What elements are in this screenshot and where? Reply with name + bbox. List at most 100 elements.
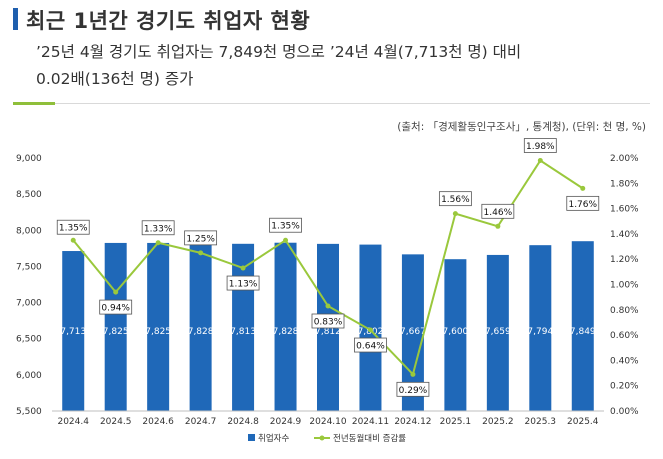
rate-point (198, 250, 204, 256)
bar-value-label: 7,825 (103, 327, 129, 337)
rate-point (410, 371, 416, 377)
bar-value-label: 7,813 (230, 327, 256, 337)
rate-label-box (438, 191, 472, 207)
bar-2024.4 (62, 251, 85, 411)
bar-2024.9 (274, 242, 297, 411)
rate-value-label: 1.98% (526, 142, 555, 152)
bar-2025.1 (444, 259, 467, 411)
page-subtitle: ’25년 4월 경기도 취업자는 7,849천 명으로 ’24년 4월(7,71… (36, 39, 636, 93)
bar-2024.6 (147, 242, 170, 411)
legend-line-label: 전년동월대비 증감률 (333, 433, 406, 444)
bar-value-label: 7,659 (485, 327, 511, 337)
bar-value-label: 7,825 (145, 327, 171, 337)
bar-2024.12 (401, 254, 424, 411)
x-tick-label: 2024.7 (185, 417, 217, 427)
rate-value-label: 1.76% (568, 200, 597, 210)
subtitle-line-2: 0.02배(136천 명) 증가 (36, 70, 194, 88)
rate-label-box (566, 195, 600, 211)
bar-value-label: 7,812 (315, 327, 341, 337)
rate-label-box (56, 219, 90, 235)
x-tick-label: 2024.10 (309, 417, 346, 427)
y2-tick-label: 1.80% (610, 179, 639, 189)
source-note: (출처: 「경제활동인구조사」, 통계청), (단위: 천 명, %) (397, 121, 646, 133)
rate-label-box (481, 203, 515, 219)
y-tick-label: 8,000 (16, 226, 42, 236)
y-tick-label: 5,500 (16, 407, 42, 417)
y-tick-label: 6,000 (16, 371, 42, 381)
y-tick-label: 8,500 (16, 190, 42, 200)
x-tick-label: 2024.12 (394, 417, 431, 427)
bar-value-label: 7,667 (400, 327, 426, 337)
y2-tick-label: 0.40% (610, 356, 639, 366)
y2-tick-label: 1.40% (610, 230, 639, 240)
y2-tick-label: 0.20% (610, 382, 639, 392)
y2-tick-label: 0.60% (610, 331, 639, 341)
rate-value-label: 1.46% (484, 208, 513, 218)
y2-tick-label: 2.00% (610, 154, 639, 164)
x-tick-label: 2024.6 (142, 417, 174, 427)
rate-label-box (354, 337, 387, 353)
rate-point (325, 303, 331, 309)
y2-tick-label: 0.80% (610, 306, 639, 316)
rate-label-box (99, 299, 133, 315)
rate-value-label: 1.13% (229, 280, 258, 290)
bar-2025.4 (571, 241, 594, 411)
bar-value-label: 7,828 (188, 327, 214, 337)
rate-point (283, 237, 289, 243)
bar-value-label: 7,828 (273, 327, 299, 337)
rate-label-box (184, 230, 218, 246)
y-tick-label: 7,000 (16, 299, 42, 309)
y-tick-label: 6,500 (16, 335, 42, 345)
rate-point (537, 158, 543, 164)
bar-value-label: 7,600 (443, 327, 469, 337)
rate-value-label: 1.35% (271, 222, 300, 232)
x-tick-label: 2025.3 (525, 417, 557, 427)
title-accent-bar (13, 8, 18, 30)
rate-value-label: 0.94% (101, 304, 130, 314)
rate-value-label: 1.25% (186, 234, 215, 244)
rate-point (367, 327, 373, 333)
x-tick-label: 2024.4 (57, 417, 89, 427)
rate-point (580, 185, 586, 191)
rate-point (70, 237, 76, 243)
x-tick-label: 2025.2 (482, 417, 514, 427)
bar-2024.7 (189, 242, 212, 411)
rate-label-box (523, 138, 557, 153)
rate-point (113, 289, 119, 295)
rate-value-label: 1.33% (144, 224, 173, 234)
x-tick-label: 2024.5 (100, 417, 132, 427)
rate-label-box (396, 381, 430, 397)
rate-value-label: 0.64% (356, 342, 385, 352)
y2-tick-label: 0.00% (610, 407, 639, 417)
subtitle-line-1: ’25년 4월 경기도 취업자는 7,849천 명으로 ’24년 4월(7,71… (36, 43, 522, 61)
x-tick-label: 2025.1 (440, 417, 472, 427)
rate-value-label: 1.35% (59, 224, 88, 234)
bar-2025.3 (529, 245, 552, 411)
rate-label-box (226, 275, 260, 291)
rate-point (240, 265, 246, 271)
rate-value-label: 0.29% (399, 386, 428, 396)
rate-value-label: 0.83% (314, 318, 343, 328)
rate-label-box (311, 313, 345, 329)
bar-value-label: 7,849 (570, 327, 596, 337)
rate-label-box (141, 220, 175, 236)
rate-value-label: 1.56% (441, 195, 470, 205)
divider-accent (13, 102, 55, 105)
y2-tick-label: 1.60% (610, 205, 639, 215)
rate-point (155, 240, 161, 246)
y-tick-label: 9,000 (16, 154, 42, 164)
x-tick-label: 2024.9 (270, 417, 302, 427)
rate-point (495, 223, 501, 229)
bar-value-label: 7,713 (60, 327, 86, 337)
legend-bar-label: 취업자수 (258, 434, 289, 444)
y2-tick-label: 1.00% (610, 281, 639, 291)
rate-point (452, 211, 458, 217)
x-tick-label: 2024.8 (227, 417, 259, 427)
x-tick-label: 2025.4 (567, 417, 599, 427)
x-tick-label: 2024.11 (352, 417, 389, 427)
y-tick-label: 7,500 (16, 262, 42, 272)
legend-bar-swatch (248, 434, 255, 441)
divider-rule (13, 103, 650, 104)
rate-label-box (269, 217, 302, 233)
